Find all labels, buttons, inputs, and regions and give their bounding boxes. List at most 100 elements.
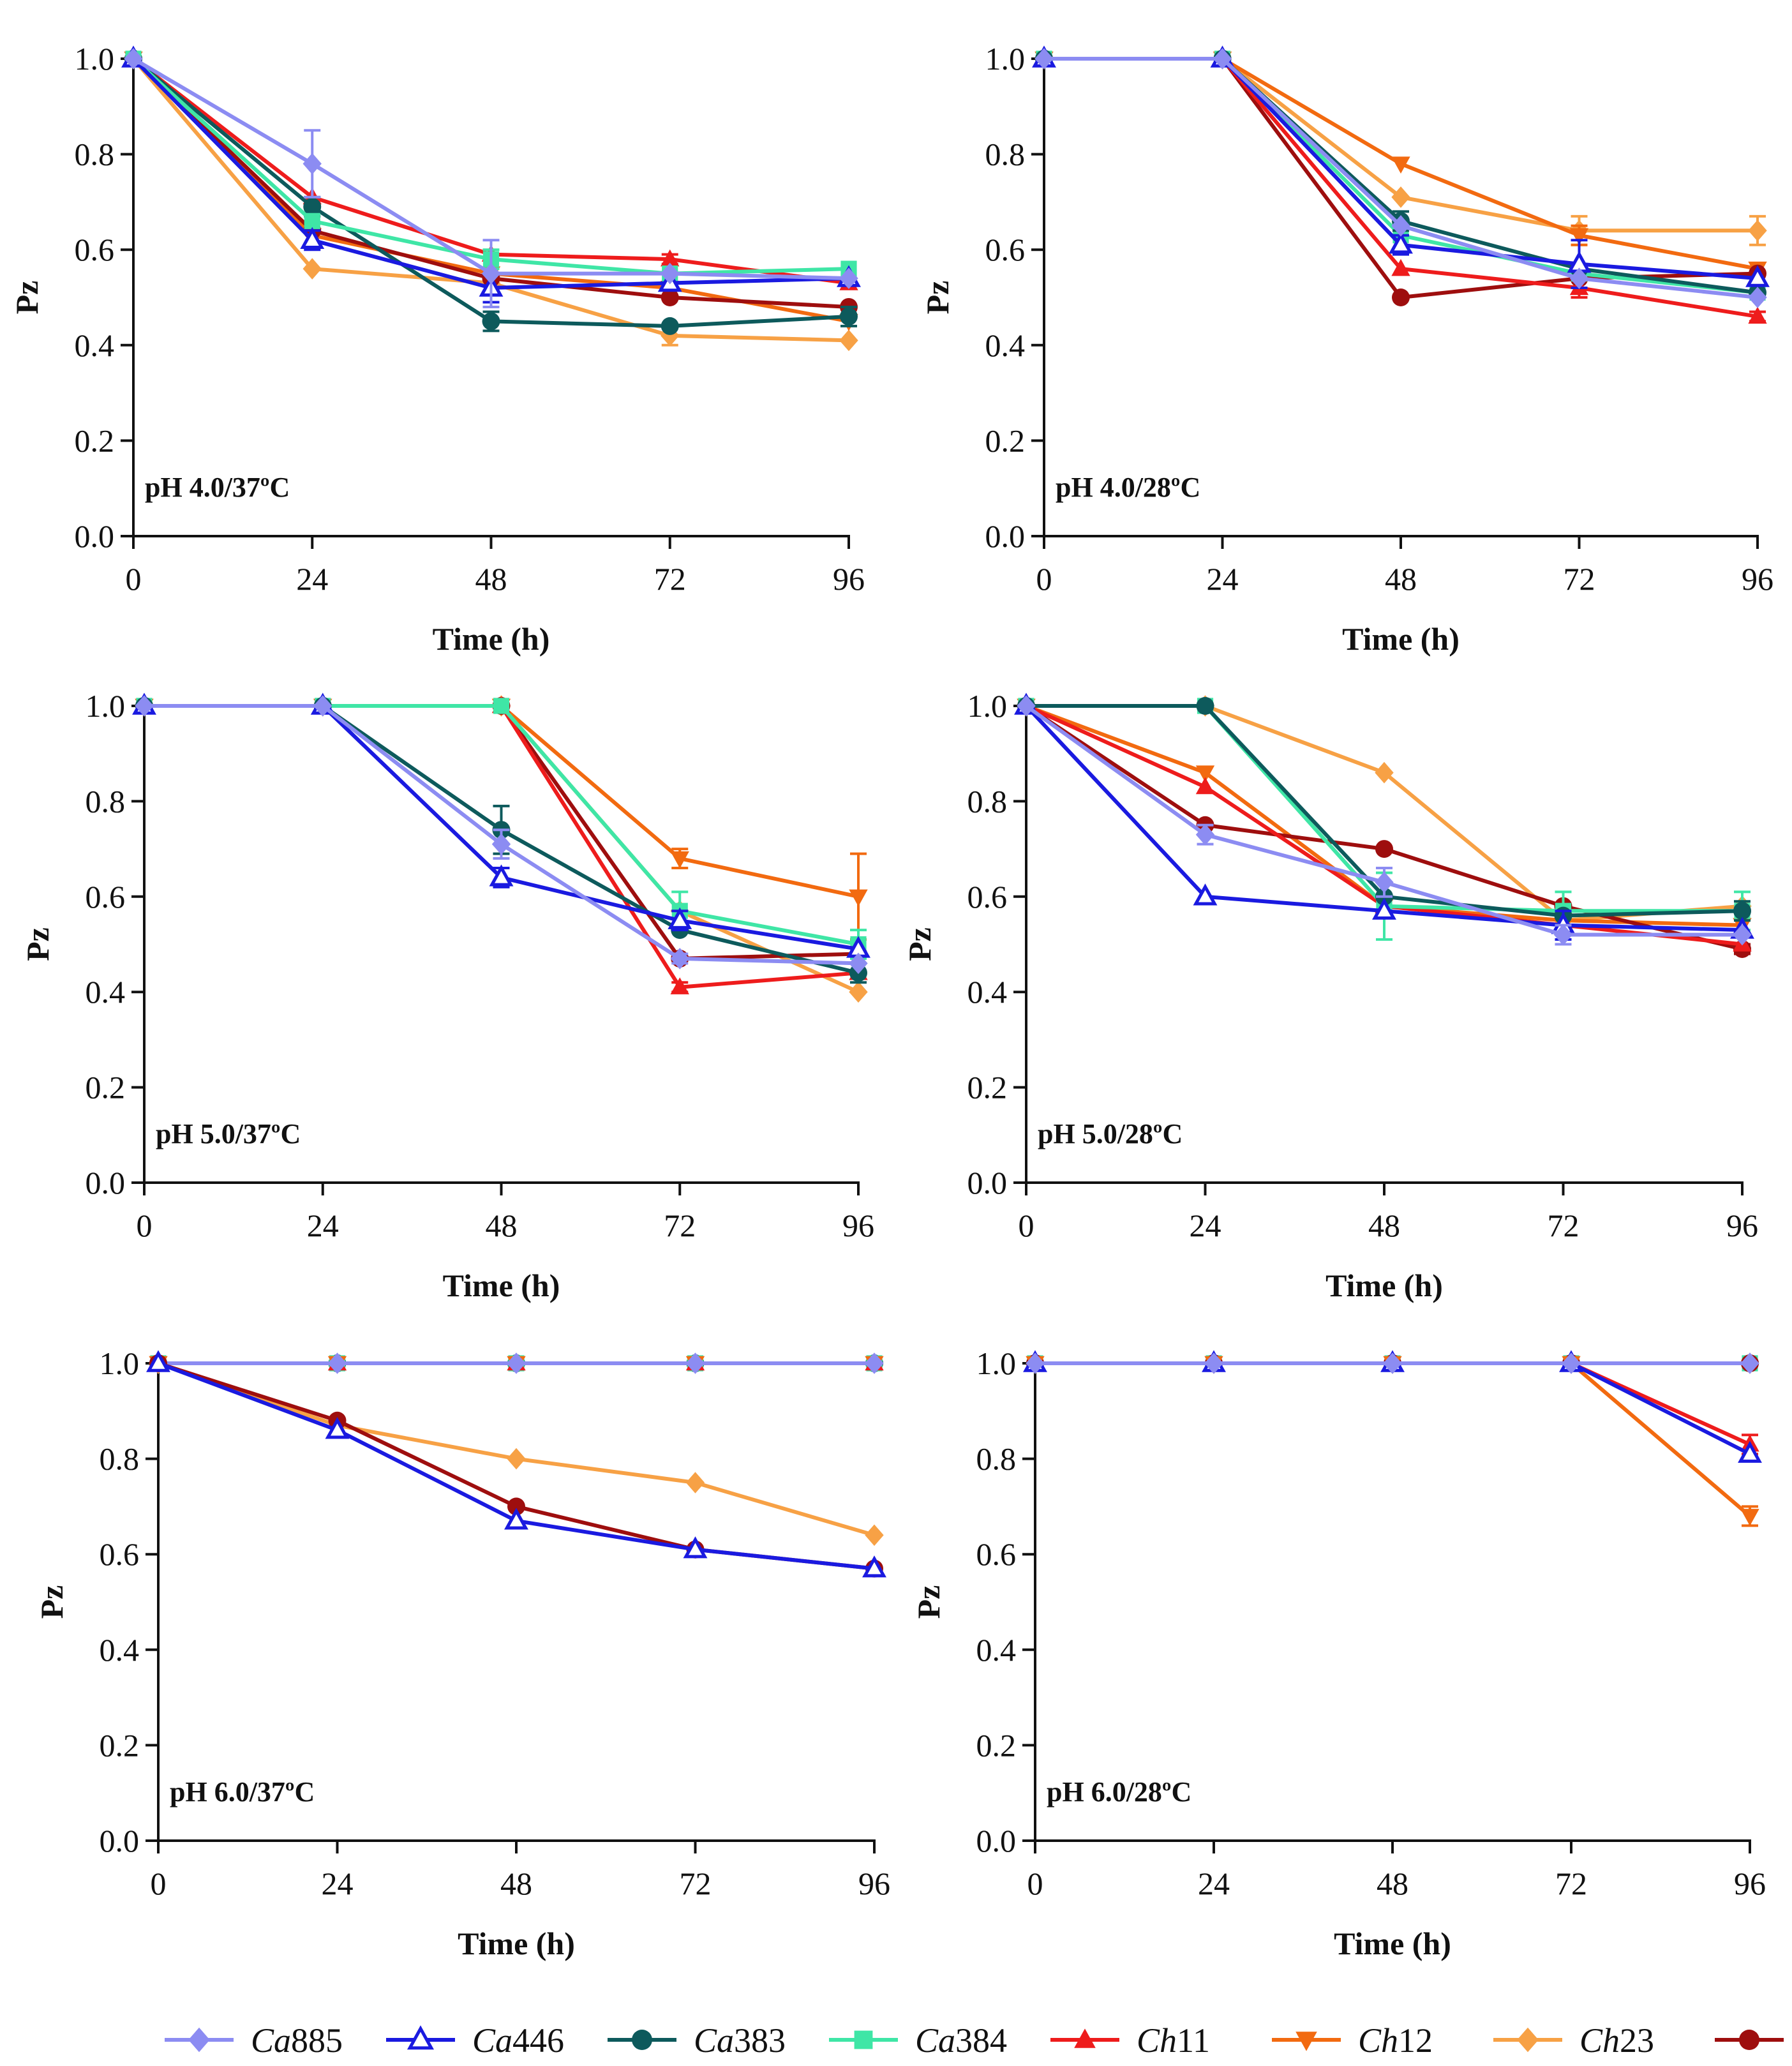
data-point-Ca383: [303, 197, 322, 216]
data-point-Ca446: [1738, 1441, 1762, 1463]
x-axis-title: Time (h): [1334, 1926, 1451, 1961]
data-point-Ch11: [1748, 306, 1767, 324]
y-tick-label: 0.4: [75, 327, 115, 363]
y-tick-label: 0.0: [100, 1823, 140, 1859]
x-tick-label: 24: [1190, 1208, 1221, 1243]
legend-marker-Ch13: [1739, 2030, 1759, 2050]
panel-condition-label: pH 6.0/37ºC: [170, 1776, 315, 1808]
y-axis-title: Pz: [34, 1585, 70, 1619]
data-point-Ca446: [325, 1417, 350, 1439]
y-tick-label: 0.2: [75, 423, 115, 458]
legend-item-Ca446: Ca446: [386, 2021, 564, 2060]
series-Ca446: [1014, 692, 1754, 941]
y-tick-label: 0.0: [976, 1823, 1017, 1859]
data-point-Ca446: [1193, 883, 1218, 906]
data-point-Ca446: [683, 1536, 708, 1559]
y-tick-label: 0.0: [967, 1165, 1008, 1201]
y-tick-label: 1.0: [967, 688, 1008, 724]
legend-item-Ca384: Ca384: [829, 2021, 1007, 2060]
y-tick-label: 0.0: [86, 1165, 126, 1201]
data-point-Ca885: [124, 48, 143, 70]
data-point-Ch23: [1391, 186, 1410, 208]
x-tick-label: 48: [500, 1866, 532, 1901]
y-tick-label: 0.8: [976, 1441, 1017, 1477]
legend-item-Ca885: Ca885: [165, 2021, 343, 2060]
data-point-Ca885: [670, 948, 689, 969]
data-point-Ca885: [1026, 1352, 1045, 1374]
data-point-Ch12: [849, 889, 868, 907]
series-Ca446: [146, 1350, 886, 1578]
chart-panel-3: 0.0 0.2 0.4 0.6 0.8 1.0 0 24 48 72 96 Time (h) Pz pH …: [20, 688, 874, 1303]
legend-marker-Ch12: [1295, 2032, 1317, 2051]
x-tick-label: 72: [1555, 1866, 1587, 1901]
y-tick-label: 0.8: [86, 783, 126, 819]
y-tick-label: 0.6: [86, 879, 126, 915]
y-tick-label: 0.8: [985, 137, 1026, 172]
series-line-Ca383: [1044, 57, 1758, 295]
y-tick-label: 0.4: [976, 1632, 1017, 1668]
data-point-Ca885: [135, 695, 154, 717]
x-axis-title: Time (h): [1325, 1268, 1443, 1303]
data-point-Ch12: [1569, 228, 1589, 246]
chart-panel-1: 0.0 0.2 0.4 0.6 0.8 1.0 0 24 48 72 96 Time (h) Pz pH …: [9, 41, 865, 657]
data-point-Ch12: [1391, 156, 1410, 174]
data-point-Ch13: [661, 288, 679, 306]
data-point-Ch12: [670, 851, 689, 869]
chart-panel-2: 0.0 0.2 0.4 0.6 0.8 1.0 0 24 48 72 96 Time (h) Pz pH …: [920, 41, 1773, 657]
data-point-Ch13: [1375, 840, 1393, 858]
data-point-Ca383: [1196, 697, 1214, 715]
data-point-Ch11: [670, 977, 689, 994]
data-point-Ch23: [507, 1448, 526, 1470]
data-point-Ca885: [481, 262, 501, 285]
legend-item-Ch13: Ch13: [1715, 2030, 1784, 2050]
data-point-Ch12: [1195, 765, 1215, 782]
data-point-Ch13: [507, 1497, 525, 1516]
legend-label: Ca446: [472, 2021, 564, 2060]
data-point-Ca446: [862, 1555, 886, 1578]
data-point-Ca885: [1375, 871, 1394, 894]
x-axis-title: Time (h): [443, 1268, 560, 1303]
y-tick-label: 0.2: [86, 1070, 126, 1105]
data-point-Ch23: [661, 325, 680, 347]
x-tick-label: 48: [1377, 1866, 1408, 1901]
series-line-Ch11: [1035, 1361, 1751, 1446]
series-line-Ch12: [1035, 1361, 1751, 1518]
x-axis-title: Time (h): [433, 621, 550, 657]
x-tick-label: 24: [296, 561, 328, 597]
x-tick-label: 0: [1036, 561, 1052, 597]
data-point-Ca885: [839, 267, 858, 289]
x-tick-label: 48: [1385, 561, 1417, 597]
x-tick-label: 96: [858, 1866, 890, 1901]
x-tick-label: 96: [1726, 1208, 1758, 1243]
data-point-Ca885: [1017, 695, 1036, 717]
legend-label: Ch12: [1358, 2021, 1433, 2060]
y-tick-label: 1.0: [86, 688, 126, 724]
x-tick-label: 48: [486, 1208, 518, 1243]
chart-panel-5: 0.0 0.2 0.4 0.6 0.8 1.0 0 24 48 72 96 Time (h) Pz pH …: [34, 1345, 890, 1961]
data-point-Ca383: [482, 312, 500, 331]
x-axis-title: Time (h): [1342, 621, 1460, 657]
legend-item-Ch23: Ch23: [1493, 2021, 1654, 2060]
x-tick-label: 72: [654, 561, 686, 597]
series-Ca885: [149, 1352, 884, 1374]
data-point-Ca885: [661, 262, 680, 285]
data-point-Ca383: [840, 307, 858, 326]
data-point-Ca885: [1733, 924, 1752, 946]
legend-item-Ca383: Ca383: [608, 2021, 786, 2060]
data-point-Ca885: [1569, 267, 1589, 289]
y-tick-label: 1.0: [75, 41, 115, 77]
y-tick-label: 0.8: [967, 783, 1008, 819]
data-point-Ca885: [302, 153, 322, 175]
x-tick-label: 96: [1742, 561, 1773, 597]
y-tick-label: 0.4: [985, 327, 1026, 363]
data-point-Ch23: [1375, 761, 1394, 784]
y-tick-label: 0.4: [100, 1632, 140, 1668]
y-tick-label: 0.2: [976, 1727, 1017, 1763]
legend-marker-Ch11: [1074, 2028, 1096, 2048]
data-point-Ca383: [661, 317, 679, 335]
x-tick-label: 96: [833, 561, 865, 597]
x-tick-label: 0: [1027, 1866, 1043, 1901]
data-point-Ca885: [313, 695, 332, 717]
series-Ch12: [1026, 1356, 1759, 1527]
panel-condition-label: pH 5.0/37ºC: [156, 1118, 301, 1149]
